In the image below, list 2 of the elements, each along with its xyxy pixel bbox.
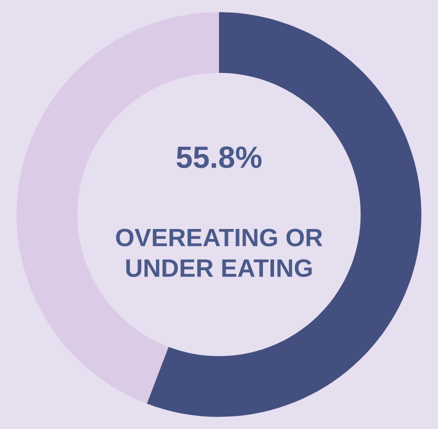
data-label: 55.8% [176, 146, 262, 168]
slice-label: OVEREATING OR UNDER EATING [116, 228, 322, 277]
